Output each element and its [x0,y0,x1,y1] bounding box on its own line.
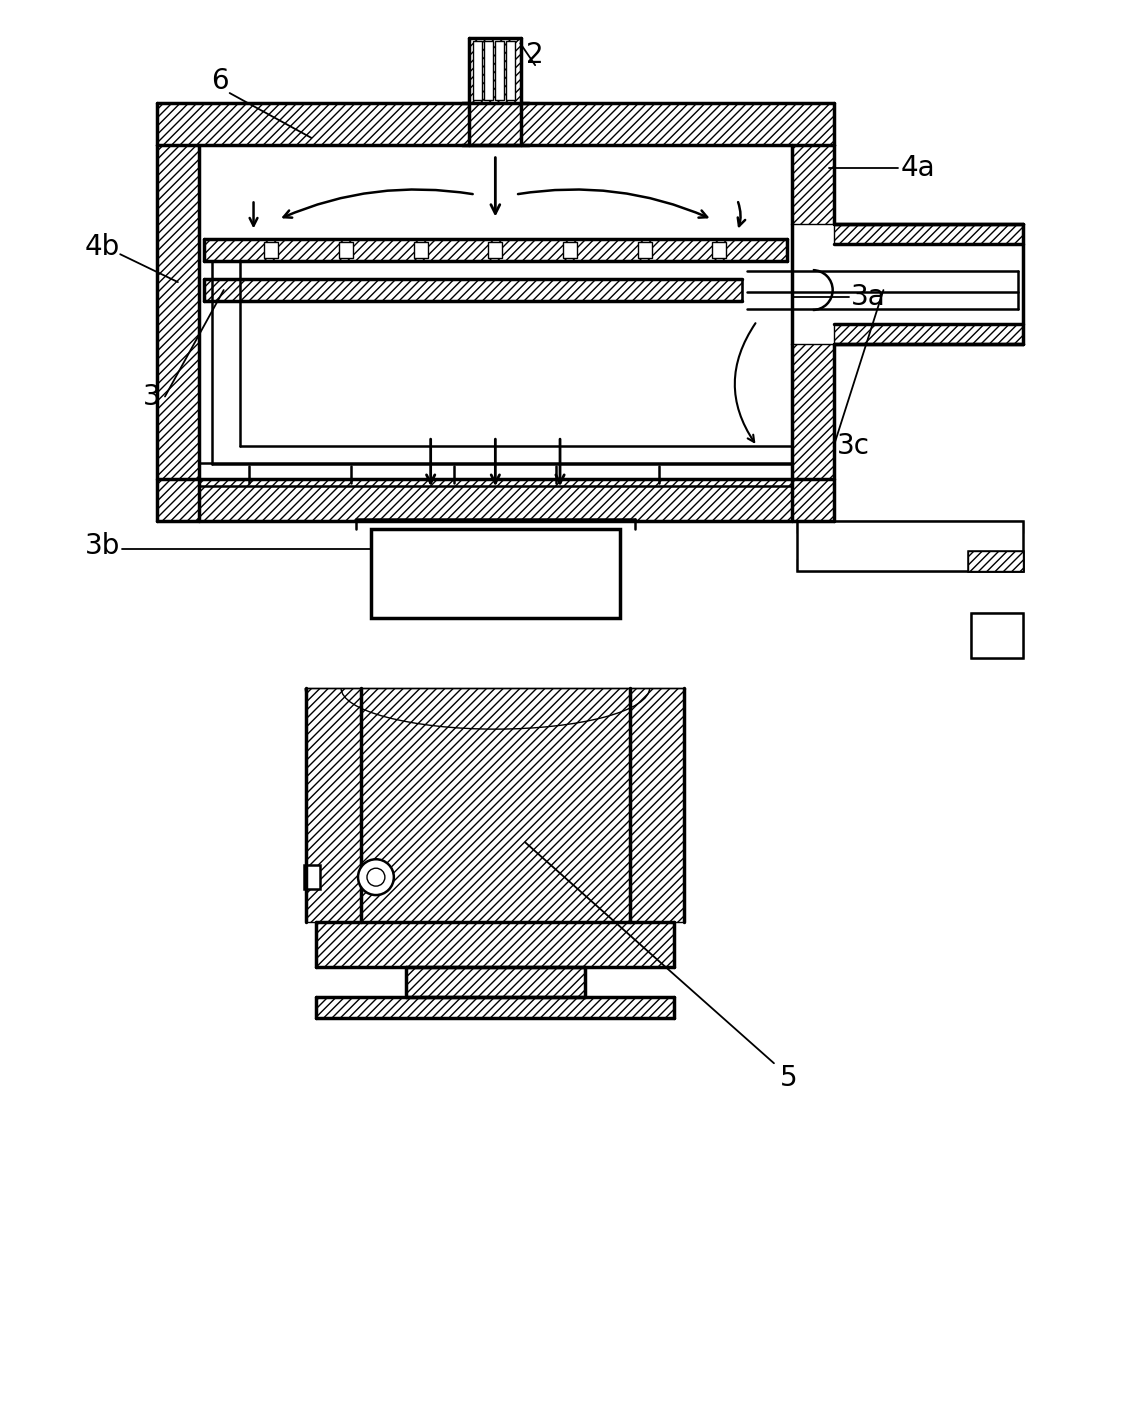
Bar [485,41,494,100]
Bar [264,242,278,259]
Bar [797,521,1023,571]
Bar [304,865,320,889]
Bar [473,41,483,100]
Text: 5: 5 [780,1064,798,1092]
Circle shape [367,868,385,886]
Bar [339,242,353,259]
Bar [792,144,834,225]
Bar [316,996,675,1019]
Bar [306,688,360,921]
Text: 3: 3 [144,383,160,411]
Bar [406,966,585,996]
Bar [157,103,834,144]
Bar [157,479,834,521]
Bar [469,38,521,144]
Text: 4b: 4b [85,233,120,261]
Bar [637,242,652,259]
Bar [506,41,515,100]
Bar [371,528,419,619]
Bar [971,613,1023,658]
Bar [495,41,504,100]
Bar [414,242,427,259]
Bar [629,688,685,921]
Bar [834,225,1023,244]
Text: 3c: 3c [837,432,870,461]
Text: 4a: 4a [901,154,936,182]
Bar [157,144,199,521]
Bar [968,551,1023,571]
Bar [572,528,619,619]
Bar [563,242,577,259]
Circle shape [358,859,394,894]
Text: 6: 6 [211,66,228,95]
Bar [203,239,786,261]
Bar [360,688,629,921]
Bar [971,613,1023,658]
Bar [203,280,742,301]
Bar [792,343,834,521]
Bar [371,528,619,619]
Bar [968,551,1023,571]
Bar [797,558,1023,571]
Text: 3a: 3a [851,283,886,311]
Bar [316,921,675,966]
Bar [797,521,1023,533]
Bar [712,242,727,259]
Text: 2: 2 [527,41,544,69]
Text: 3b: 3b [85,531,120,560]
Bar [488,242,503,259]
Bar [834,324,1023,343]
